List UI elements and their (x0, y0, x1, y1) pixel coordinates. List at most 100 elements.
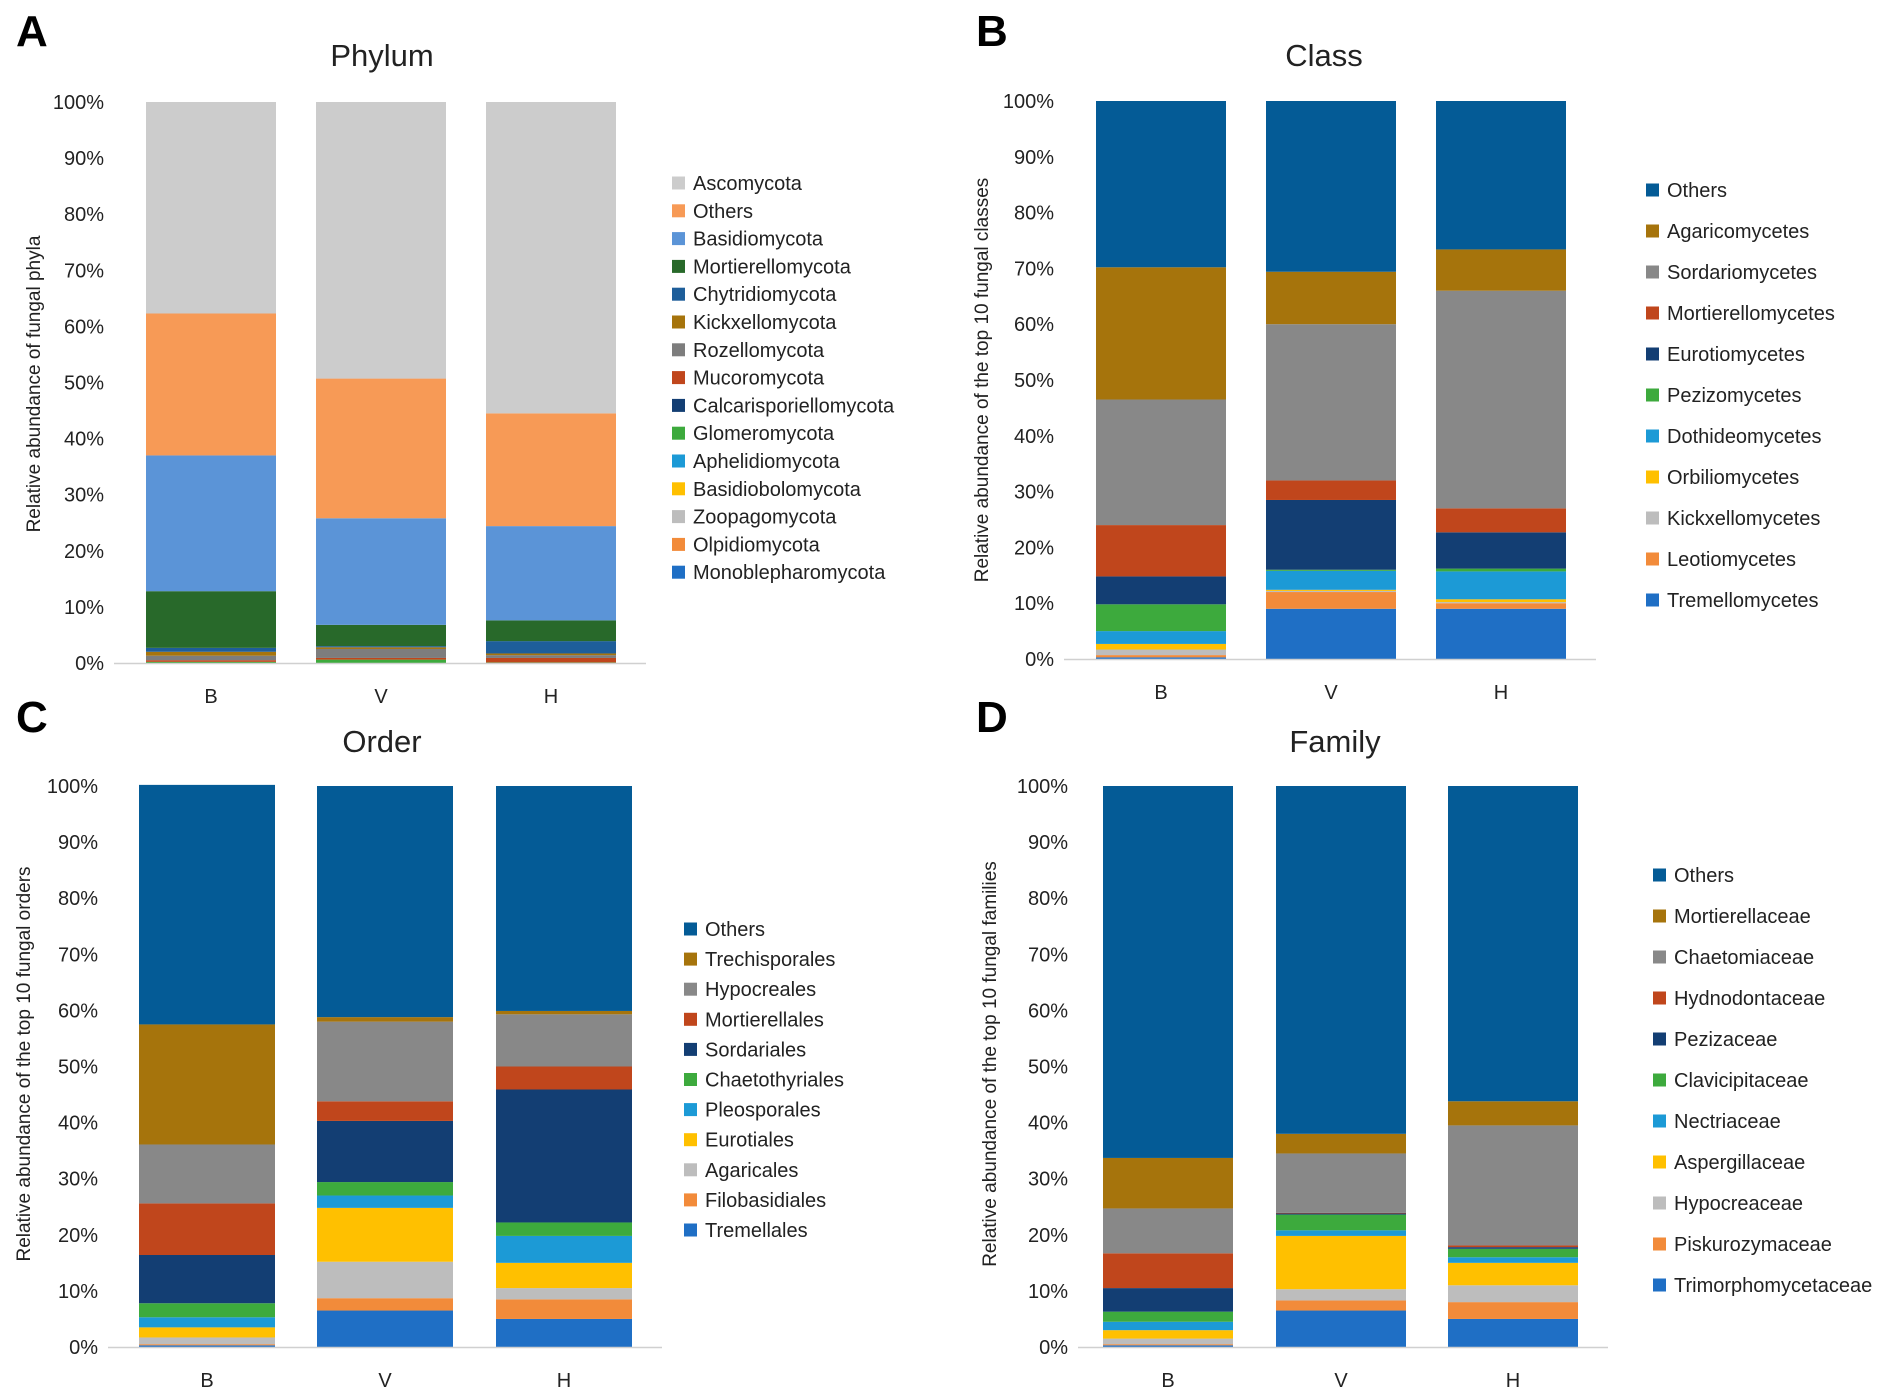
legend-swatch (672, 204, 685, 218)
y-tick-label: 100% (1017, 776, 1068, 798)
legend-swatch (672, 176, 685, 190)
legend-label: Basidiomycota (693, 229, 824, 251)
legend-label: Mortierellomycota (693, 256, 852, 278)
legend-label: Tremellomycetes (1667, 590, 1819, 612)
bar-segment (486, 620, 616, 642)
bar-segment (1096, 643, 1226, 650)
y-tick-label: 0% (69, 1337, 98, 1359)
legend-swatch (684, 1012, 697, 1026)
legend-swatch (672, 537, 685, 551)
bar-segment (1103, 1288, 1233, 1312)
legend-label: Hypocreales (705, 979, 816, 1001)
bar-segment (1448, 1285, 1578, 1303)
bar-segment (1448, 1101, 1578, 1126)
y-axis-ticks: 0% 10% 20% 30% 40% 50% 60% 70% 80% 90% 100% (53, 92, 104, 675)
y-tick-label: 30% (1014, 482, 1054, 504)
legend-swatch (672, 232, 685, 246)
bar-segment (486, 653, 616, 656)
y-tick-label: 10% (64, 597, 104, 619)
bar-segment (317, 1182, 453, 1196)
bar-segment (486, 413, 616, 527)
y-tick-label: 20% (58, 1225, 98, 1247)
legend-label: Others (1667, 180, 1727, 202)
bars (139, 784, 632, 1347)
bar-segment (316, 648, 446, 658)
legend-swatch (1646, 470, 1659, 484)
legend: Others Agaricomycetes Sordariomycetes Morti… (1646, 180, 1835, 612)
legend-swatch (1653, 868, 1666, 882)
bar-segment (496, 1222, 632, 1236)
bar-segment (139, 1144, 275, 1204)
bar-segment (1276, 786, 1406, 1134)
legend-label: Mucoromycota (693, 368, 825, 390)
bar-segment (139, 1303, 275, 1318)
bar-segment (139, 1345, 275, 1347)
chart-title: Order (342, 724, 421, 759)
bar-segment (1448, 1125, 1578, 1246)
bar-segment (1436, 290, 1566, 509)
bar-segment (139, 784, 275, 1025)
bar-segment (317, 1120, 453, 1183)
y-axis-ticks: 0% 10% 20% 30% 40% 50% 60% 70% 80% 90% 100% (47, 776, 98, 1359)
x-category-label: B (1154, 682, 1167, 704)
bar-segment (316, 657, 446, 660)
bar-segment (139, 1254, 275, 1304)
legend-swatch (684, 1223, 697, 1237)
y-tick-label: 60% (64, 316, 104, 338)
bar-segment (1276, 1310, 1406, 1347)
bar-segment (1276, 1230, 1406, 1236)
x-category-label: V (378, 1370, 392, 1392)
bar-segment (1448, 1318, 1578, 1347)
y-tick-label: 0% (1039, 1337, 1068, 1359)
y-tick-label: 20% (64, 541, 104, 563)
legend-swatch (1646, 224, 1659, 238)
y-tick-label: 80% (1014, 203, 1054, 225)
legend-swatch (1646, 593, 1659, 607)
bar-segment (1103, 1311, 1233, 1322)
bar-segment (1266, 589, 1396, 591)
bar-segment (146, 102, 276, 314)
bar-segment (486, 526, 616, 621)
y-tick-label: 50% (64, 373, 104, 395)
bar-segment (317, 1021, 453, 1102)
bar-segment (1096, 101, 1226, 268)
bar-segment (496, 1299, 632, 1319)
bar-segment (146, 647, 276, 652)
legend: Ascomycota Others Basidiomycota Mortierello… (672, 173, 895, 584)
bar-segment (146, 655, 276, 661)
bar-segment (146, 313, 276, 456)
legend-swatch (684, 1163, 697, 1177)
y-tick-label: 40% (1028, 1113, 1068, 1135)
bar-segment (1436, 532, 1566, 569)
bar-segment (146, 660, 276, 662)
legend-label: Zoopagomycota (693, 507, 837, 529)
panel-letter: B (976, 7, 1008, 56)
legend-swatch (1653, 1073, 1666, 1087)
chart-title: Class (1285, 38, 1363, 73)
bar-segment (486, 657, 616, 663)
y-tick-label: 70% (64, 260, 104, 282)
legend-swatch (1653, 1237, 1666, 1251)
x-category-label: B (1161, 1370, 1174, 1392)
x-category-label: H (544, 686, 558, 708)
panel-class: B Class Relative abundance of the top 10… (972, 7, 1835, 704)
legend-swatch (1646, 511, 1659, 525)
bar-segment (1096, 267, 1226, 400)
legend-label: Mortierellaceae (1674, 906, 1811, 928)
x-category-label: B (200, 1370, 213, 1392)
bar-segment (1276, 1300, 1406, 1311)
panel-family: D Family Relative abundance of the top 1… (976, 693, 1872, 1392)
y-tick-label: 0% (75, 653, 104, 675)
bar-segment (1266, 569, 1396, 571)
legend-swatch (1653, 1032, 1666, 1046)
bar-segment (1096, 604, 1226, 632)
bar-segment (496, 1288, 632, 1300)
y-tick-label: 60% (1014, 314, 1054, 336)
bar-segment (1436, 101, 1566, 250)
legend: Others Trechisporales Hypocreales Mortierel… (684, 919, 844, 1242)
bar-segment (1096, 655, 1226, 658)
bar-segment (317, 786, 453, 1018)
